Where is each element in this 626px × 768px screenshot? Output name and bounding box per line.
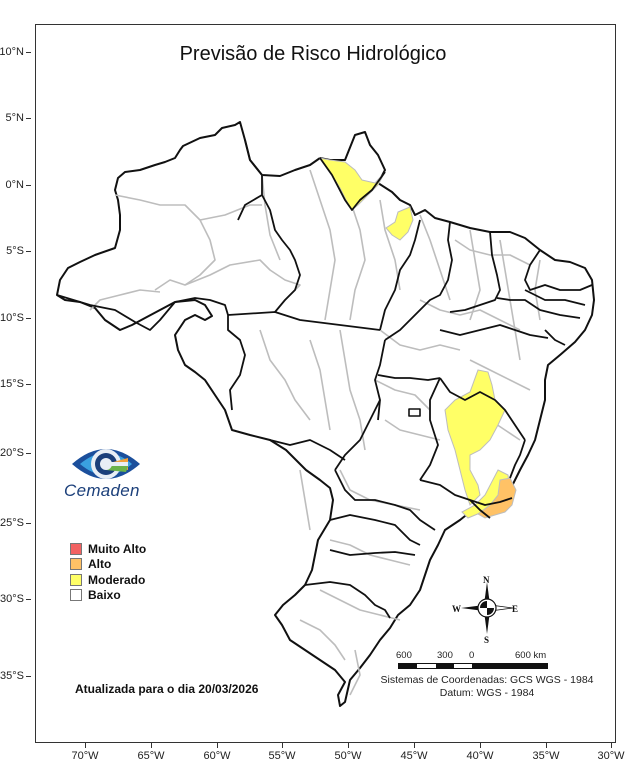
compass-east-label: E [512, 604, 519, 614]
risk-region-moderado [318, 157, 386, 211]
legend-item-muito-alto: Muito Alto [70, 541, 146, 557]
x-tick-mark [480, 743, 481, 748]
risk-region-moderado [385, 206, 414, 241]
y-tick: 30°S [0, 593, 31, 605]
legend-swatch [70, 573, 82, 586]
y-tick: 5°S [6, 245, 31, 257]
map-frame [35, 24, 616, 743]
x-tick: 50°W [334, 750, 362, 762]
y-tick: 10°S [0, 312, 31, 324]
x-tick-mark [611, 743, 612, 748]
x-tick-mark [546, 743, 547, 748]
cemaden-logo [66, 440, 146, 502]
legend-swatch [70, 589, 82, 602]
x-tick-mark [348, 743, 349, 748]
scale-label: 0 [469, 650, 475, 661]
x-tick: 40°W [466, 750, 494, 762]
x-tick: 55°W [268, 750, 296, 762]
eye-logo-icon [72, 449, 140, 479]
scale-bar-graphic [398, 663, 548, 669]
legend-label: Moderado [88, 572, 146, 587]
legend-label: Baixo [88, 588, 121, 603]
y-tick: 5°N [6, 112, 31, 124]
compass-icon [461, 582, 514, 634]
x-tick: 35°W [532, 750, 560, 762]
legend-label: Muito Alto [88, 541, 147, 556]
y-tick: 10°N [0, 46, 31, 58]
x-tick-mark [414, 743, 415, 748]
scale-label: 300 [437, 650, 453, 661]
x-tick: 45°W [400, 750, 428, 762]
x-tick-mark [282, 743, 283, 748]
cemaden-logo-text: Cemaden [64, 481, 140, 500]
x-tick-mark [151, 743, 152, 748]
legend-item-alto: Alto [70, 557, 146, 573]
legend-label: Alto [88, 557, 112, 572]
risk-region-alto [477, 477, 517, 519]
x-tick: 65°W [137, 750, 165, 762]
legend-swatch [70, 558, 82, 571]
legend-swatch [70, 542, 82, 555]
legend-item-baixo: Baixo [70, 588, 146, 604]
y-tick: 35°S [0, 670, 31, 682]
coordinate-system-label: Sistemas de Coordenadas: GCS WGS - 1984 [380, 674, 594, 686]
x-tick: 70°W [71, 750, 99, 762]
y-tick: 15°S [0, 378, 31, 390]
x-tick: 30°W [597, 750, 625, 762]
scale-label: 600 km [515, 650, 547, 661]
x-tick-mark [85, 743, 86, 748]
compass-south-label: S [484, 635, 490, 645]
legend: Muito Alto Alto Moderado Baixo [70, 541, 146, 603]
x-tick-mark [217, 743, 218, 748]
map-title: Previsão de Risco Hidrológico [179, 43, 447, 65]
legend-item-moderado: Moderado [70, 572, 146, 588]
x-tick: 60°W [203, 750, 231, 762]
y-tick: 25°S [0, 517, 31, 529]
datum-label: Datum: WGS - 1984 [439, 687, 535, 699]
y-tick: 0°N [6, 179, 31, 191]
compass-west-label: W [452, 604, 461, 614]
scale-label: 600 [396, 650, 412, 661]
compass-north-label: N [483, 575, 490, 585]
y-tick: 20°S [0, 447, 31, 459]
brazil-outline [56, 121, 595, 707]
updated-date-label: Atualizada para o dia 20/03/2026 [75, 682, 259, 696]
